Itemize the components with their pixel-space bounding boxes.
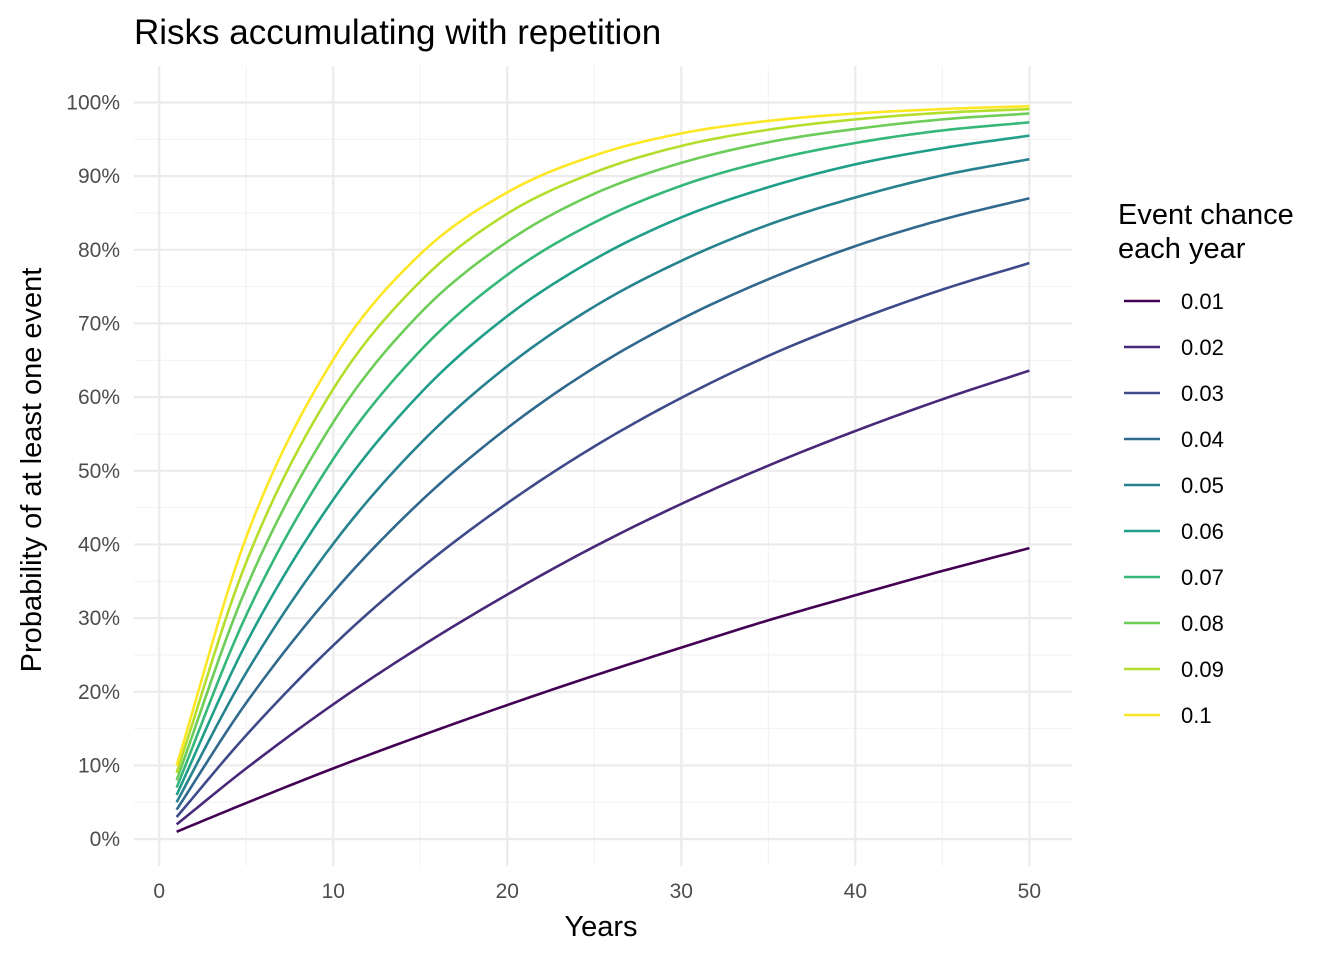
series-line-0-09	[175, 107, 1030, 774]
y-tick-label: 90%	[78, 165, 120, 188]
y-tick-label: 40%	[78, 533, 120, 556]
chart-title: Risks accumulating with repetition	[134, 13, 661, 52]
legend-label-0-1: 0.1	[1181, 703, 1212, 728]
grid	[134, 66, 1072, 866]
legend: Event chance each year 0.010.020.030.040…	[1118, 199, 1302, 728]
series-line-0-1	[175, 104, 1030, 766]
series-line-0-02	[175, 369, 1030, 826]
x-axis-title: Years	[564, 911, 637, 943]
y-axis-title: Probability of at least one event	[16, 268, 48, 673]
series-lines	[175, 104, 1030, 833]
y-tick-label: 30%	[78, 607, 120, 630]
x-tick-label: 50	[1018, 880, 1041, 903]
x-tick-label: 0	[153, 880, 165, 903]
series-line-0-05	[175, 157, 1030, 803]
x-tick-label: 10	[322, 880, 345, 903]
x-tick-label: 30	[670, 880, 693, 903]
legend-label-0-01: 0.01	[1181, 289, 1224, 314]
x-axis-ticks: 0 10 20 30 40 50	[153, 880, 1041, 903]
legend-items: 0.01 0.02 0.03 0.04 0.05 0.06 0.07 0.08 0.09 0.1	[1124, 289, 1224, 728]
series-line-0-04	[175, 196, 1030, 811]
legend-label-0-02: 0.02	[1181, 335, 1224, 360]
y-tick-label: 0%	[90, 828, 120, 851]
series-line-0-08	[175, 112, 1030, 781]
series-line-0-01	[176, 546, 1030, 833]
y-axis-ticks: 0% 10% 20% 30% 40% 50% 60% 70% 80% 90% 100%	[66, 91, 120, 851]
x-tick-label: 40	[844, 880, 867, 903]
legend-label-0-09: 0.09	[1181, 657, 1224, 682]
legend-label-0-03: 0.03	[1181, 381, 1224, 406]
legend-label-0-04: 0.04	[1181, 427, 1224, 452]
series-line-0-03	[175, 261, 1030, 818]
legend-label-0-05: 0.05	[1181, 473, 1224, 498]
legend-label-0-07: 0.07	[1181, 565, 1224, 590]
series-line-0-07	[175, 121, 1030, 789]
y-tick-label: 20%	[78, 681, 120, 704]
y-tick-label: 10%	[78, 754, 120, 777]
legend-label-0-06: 0.06	[1181, 519, 1224, 544]
legend-title-line-2: each year	[1118, 233, 1246, 265]
series-line-0-06	[175, 134, 1030, 796]
y-tick-label: 80%	[78, 239, 120, 262]
legend-title-line-1: Event chance	[1118, 199, 1294, 231]
legend-label-0-08: 0.08	[1181, 611, 1224, 636]
legend-title: Event chance each year	[1118, 199, 1302, 265]
x-tick-label: 20	[496, 880, 519, 903]
y-tick-label: 70%	[78, 312, 120, 335]
y-tick-label: 100%	[66, 91, 120, 114]
y-tick-label: 60%	[78, 386, 120, 409]
y-tick-label: 50%	[78, 460, 120, 483]
